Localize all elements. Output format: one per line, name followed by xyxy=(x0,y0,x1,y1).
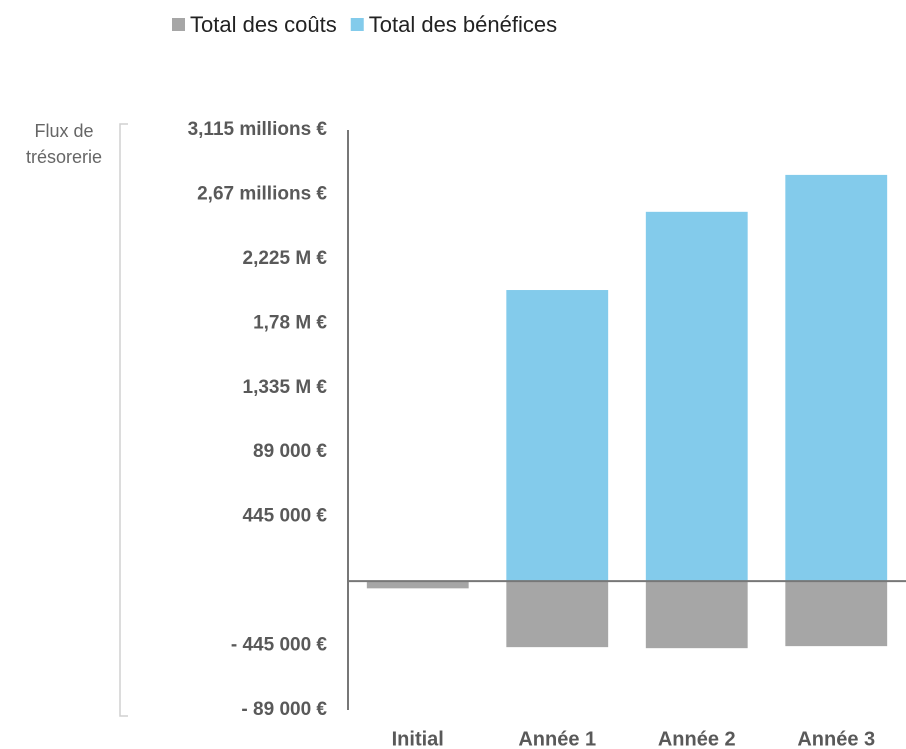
legend-swatch xyxy=(350,18,364,31)
y-tick-label: 1,335 M € xyxy=(243,377,328,398)
y-tick-label: 1,78 M € xyxy=(253,312,327,333)
x-tick-label: Année 1 xyxy=(518,728,596,749)
x-tick-label: Année 2 xyxy=(658,728,736,749)
bar xyxy=(785,174,888,582)
bar xyxy=(785,581,888,647)
axis-bracket xyxy=(119,123,128,717)
x-tick-label: Initial xyxy=(392,728,444,749)
y-tick-label: 3,115 millions € xyxy=(188,119,328,140)
y-tick-label: 2,67 millions € xyxy=(197,183,327,204)
bar xyxy=(506,581,609,648)
y-tick-label: - 445 000 € xyxy=(231,635,328,656)
bar xyxy=(366,581,469,589)
legend-label: Total des coûts xyxy=(190,12,337,37)
y-axis-label: Flux de xyxy=(34,121,93,141)
legend-label: Total des bénéfices xyxy=(369,12,557,37)
y-tick-label: 2,225 M € xyxy=(243,248,328,269)
x-tick-label: Année 3 xyxy=(797,728,875,749)
bar xyxy=(645,581,748,649)
y-tick-label: 445 000 € xyxy=(242,506,327,527)
y-tick-label: 89 000 € xyxy=(253,441,327,462)
bar xyxy=(645,211,748,582)
y-tick-label: - 89 000 € xyxy=(241,699,327,720)
y-axis-label: trésorerie xyxy=(26,147,102,167)
legend-swatch xyxy=(172,18,185,31)
bar xyxy=(506,290,609,582)
